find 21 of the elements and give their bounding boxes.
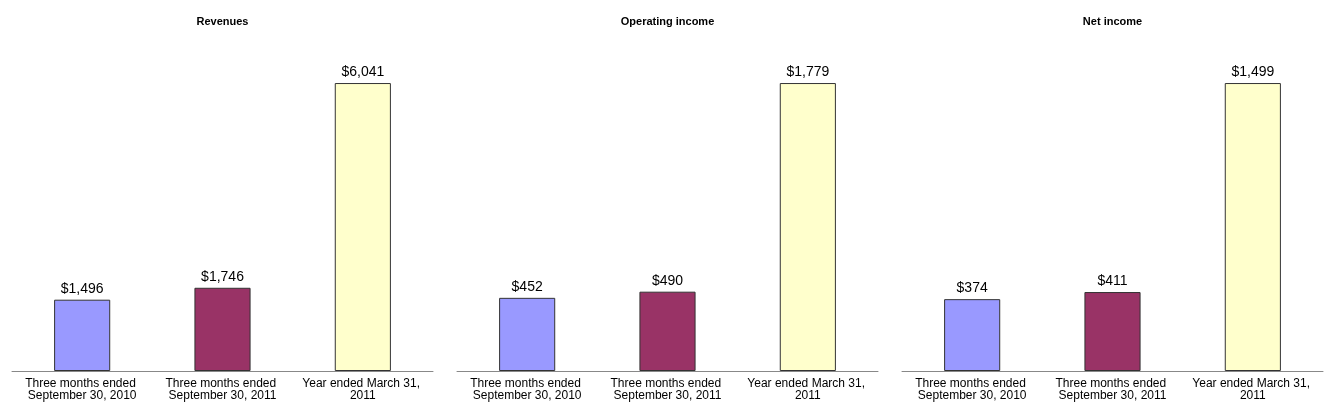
data-label: $1,499 (1231, 63, 1275, 80)
x-tick-label: Three months ended September 30, 2010 (915, 376, 1030, 402)
data-label: $1,746 (201, 267, 245, 284)
data-label: $1,496 (60, 279, 104, 296)
x-tick-label: Three months ended September 30, 2011 (165, 376, 280, 402)
data-label: $490 (651, 271, 684, 288)
x-tick-label: Year ended March 31, 2011 (302, 376, 424, 402)
x-tick-label: Three months ended September 30, 2010 (470, 376, 585, 402)
data-label: $6,041 (341, 63, 385, 80)
x-tick-label: Year ended March 31, 2011 (1192, 376, 1314, 402)
data-label: $411 (1097, 272, 1128, 289)
data-label: $374 (956, 279, 988, 296)
data-label: $1,779 (786, 63, 830, 80)
data-label: $452 (511, 277, 543, 294)
x-tick-label: Three months ended September 30, 2011 (610, 376, 725, 402)
x-tick-label: Three months ended September 30, 2011 (1055, 376, 1170, 402)
chart-title: Operating income (620, 14, 715, 27)
chart-title: Net income (1082, 14, 1143, 27)
x-tick-label: Three months ended September 30, 2010 (25, 376, 140, 402)
x-tick-label: Year ended March 31, 2011 (747, 376, 869, 402)
chart-title: Revenues (196, 14, 249, 27)
